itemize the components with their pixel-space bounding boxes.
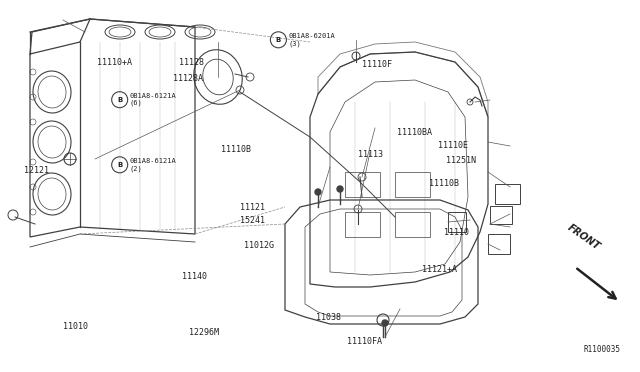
Text: 11110B: 11110B [429, 179, 459, 188]
Text: 11010: 11010 [63, 322, 88, 331]
Text: R1100035: R1100035 [583, 345, 620, 354]
Text: 11110F: 11110F [362, 60, 392, 69]
Text: 12121: 12121 [24, 166, 49, 175]
Text: 11110FA: 11110FA [347, 337, 382, 346]
Circle shape [337, 186, 343, 192]
Text: 11110E: 11110E [438, 141, 468, 150]
Bar [490, 206, 512, 224]
Text: 11110+A: 11110+A [97, 58, 132, 67]
Text: 11038: 11038 [316, 313, 341, 322]
Text: 11110B: 11110B [221, 145, 251, 154]
Text: FRONT: FRONT [566, 222, 602, 252]
Text: 0B1A8-6121A
(6): 0B1A8-6121A (6) [130, 93, 177, 106]
Bar [488, 234, 510, 254]
Text: 11012G: 11012G [244, 241, 275, 250]
Text: 0B1A8-6201A
(3): 0B1A8-6201A (3) [289, 33, 335, 46]
Text: 11110BA: 11110BA [397, 128, 432, 137]
Text: B: B [276, 37, 281, 43]
Text: 11251N: 11251N [446, 156, 476, 165]
Text: B: B [117, 97, 122, 103]
Bar [395, 212, 430, 237]
Text: 15241: 15241 [240, 216, 265, 225]
Text: 11113: 11113 [358, 150, 383, 159]
Text: 11140: 11140 [182, 272, 207, 280]
Text: B: B [117, 162, 122, 168]
Text: 11121: 11121 [240, 203, 265, 212]
Bar [448, 212, 466, 232]
Bar [345, 172, 380, 197]
Bar [495, 184, 520, 204]
Bar [395, 172, 430, 197]
Text: 11128A: 11128A [173, 74, 203, 83]
Circle shape [382, 320, 388, 326]
Text: 11121+A: 11121+A [422, 265, 458, 274]
Text: 11128: 11128 [179, 58, 204, 67]
Text: 12296M: 12296M [189, 328, 219, 337]
Text: 11110: 11110 [444, 228, 469, 237]
Text: 0B1A8-6121A
(2): 0B1A8-6121A (2) [130, 158, 177, 171]
Circle shape [315, 189, 321, 195]
Bar [345, 212, 380, 237]
